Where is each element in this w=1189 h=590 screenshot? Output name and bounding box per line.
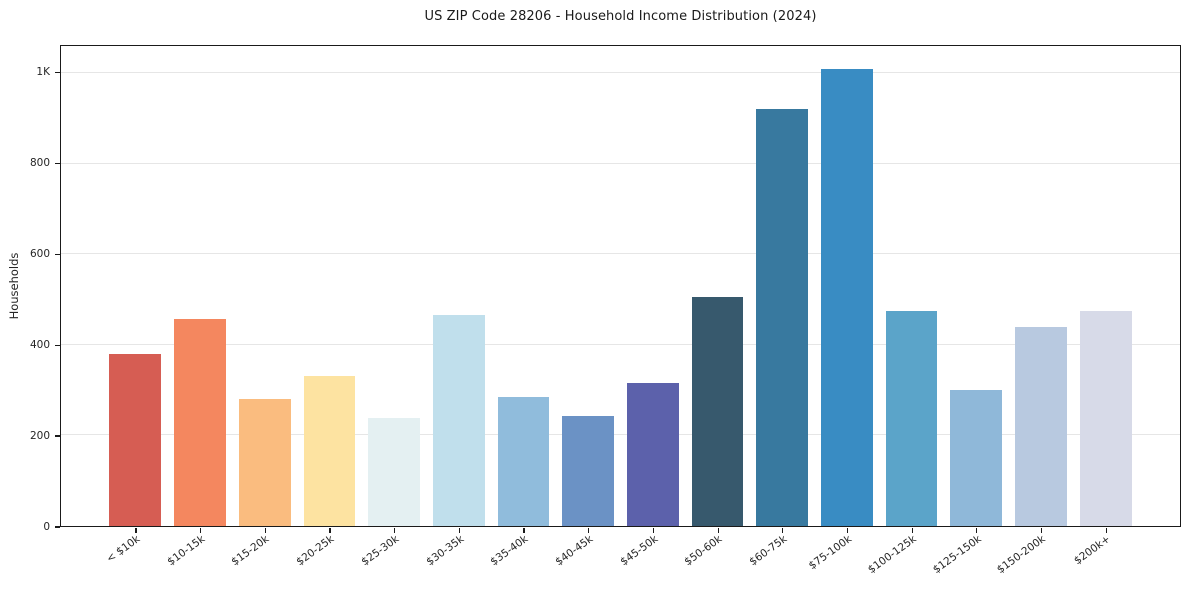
x-tick-mark [1105,528,1107,533]
bars-container: < $10k $10-15k $15-20k $20-25k $25-30k $30-35… [61,46,1180,576]
y-tick-label: 800 [29,157,50,170]
bar [821,68,873,526]
y-tick-label: 0 [43,521,50,533]
x-tick-label: $35-40k [488,533,531,569]
x-tick-label: $200k+ [1071,533,1113,568]
bar-group: $45-50k [618,46,686,568]
x-tick-mark [523,528,525,533]
gridline [61,434,1180,436]
bar [368,418,420,526]
y-tick-mark [55,71,60,73]
x-tick-mark [717,528,719,533]
y-tick-mark [55,253,60,255]
y-tick-label: 200 [29,430,50,443]
x-tick-mark [1040,528,1043,533]
x-tick-label: $20-25k [294,533,337,569]
x-tick-label: $100-125k [865,533,919,577]
x-tick-mark [782,528,784,533]
y-axis-label: Households [7,252,21,320]
plot-area: < $10k $10-15k $15-20k $20-25k $25-30k $30-35… [60,45,1181,576]
x-tick-mark [976,528,978,533]
x-tick-label: $75-100k [806,533,854,573]
bar [109,353,162,526]
bar [238,399,291,526]
bar [562,416,615,526]
bar-group: $50-60k [683,46,750,568]
bar-group: $25-30k [359,46,427,568]
gridline [61,72,1180,74]
x-tick-label: $15-20k [229,533,272,569]
x-tick-label: < $10k [104,533,143,566]
x-tick-mark [458,528,460,533]
bar-group: $20-25k [294,46,362,568]
x-tick-mark [911,528,913,533]
bar [174,318,226,526]
x-tick-label: $30-35k [423,533,466,569]
x-tick-label: $60-75k [747,533,790,569]
bar [691,297,744,526]
y-tick-mark [55,526,60,528]
bar-group: $15-20k [230,46,297,568]
x-tick-label: $50-60k [682,533,725,569]
bar [756,109,809,526]
bar [497,396,550,526]
bar [626,383,679,526]
x-tick-mark [264,528,266,533]
y-tick-label: 1K [36,66,50,79]
x-tick-label: $125-150k [930,533,984,577]
x-tick-mark [394,528,396,533]
bar [885,310,938,526]
y-tick-label: 400 [29,339,50,352]
x-tick-mark [200,528,202,533]
x-tick-label: $45-50k [617,533,660,569]
bar [303,375,356,526]
bar [432,315,485,526]
x-tick-label: $150-200k [995,533,1049,577]
x-tick-mark [329,528,331,533]
bar [1015,326,1067,526]
bar-group: $40-45k [553,46,621,568]
bar-group: $100-125k [866,46,944,576]
y-tick-label: 600 [29,248,50,261]
bar-group: $30-35k [424,46,491,568]
gridline [61,162,1180,164]
y-tick-mark [55,162,60,164]
x-tick-label: $40-45k [553,533,596,569]
x-tick-mark [588,528,590,533]
bar-group: $35-40k [488,46,556,568]
gridline [61,343,1180,345]
x-tick-label: $25-30k [359,533,402,569]
bar-group: < $10k [103,46,168,565]
x-tick-mark [846,528,849,533]
y-tick-mark [55,435,60,437]
bar-group: $150-200k [995,46,1074,576]
x-tick-mark [652,528,655,533]
bar [950,390,1003,526]
x-tick-mark [135,528,137,533]
bar-group: $200k+ [1072,46,1138,567]
chart-title: US ZIP Code 28206 - Household Income Dis… [424,9,817,24]
bar-group: $60-75k [747,46,815,568]
x-tick-label: $10-15k [165,533,208,569]
gridline [61,253,1180,255]
bar-group: $10-15k [165,46,233,568]
bar-group: $75-100k [806,46,880,572]
y-tick-mark [55,344,60,346]
bar [1079,310,1132,526]
bar-group: $125-150k [930,46,1009,576]
